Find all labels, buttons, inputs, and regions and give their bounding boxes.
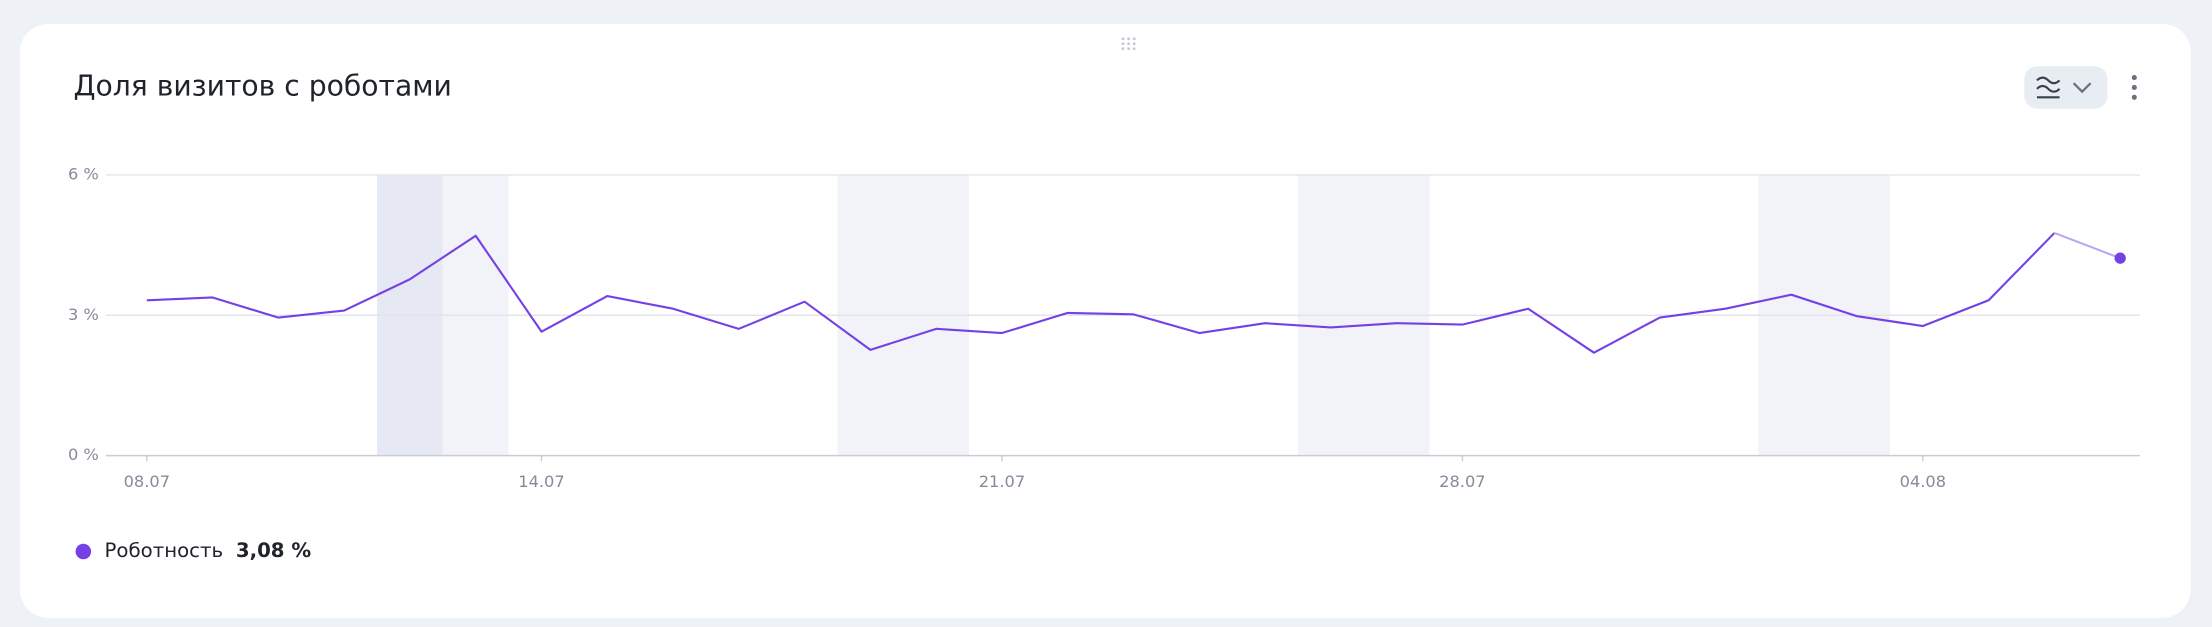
x-tick-label: 28.07 <box>1439 472 1485 491</box>
card <box>19 23 2191 618</box>
x-tick-label: 04.08 <box>1900 472 1946 491</box>
x-tick-label: 21.07 <box>979 472 1025 491</box>
legend-swatch <box>75 543 92 560</box>
more-menu[interactable] <box>2131 75 2137 100</box>
drag-handle[interactable] <box>1121 37 1136 51</box>
chart-title: Доля визитов с роботами <box>73 69 451 102</box>
y-tick-label: 0 % <box>68 445 99 464</box>
x-tick-label: 14.07 <box>518 472 564 491</box>
series-line <box>146 232 2056 354</box>
x-tick-label: 08.07 <box>124 472 170 491</box>
legend-summary: 3,08 % <box>236 539 312 562</box>
chart-type-button[interactable] <box>2024 66 2108 109</box>
y-tick-label: 3 % <box>68 305 99 324</box>
legend-label: Роботность <box>104 539 223 562</box>
last-point <box>2114 252 2126 264</box>
y-tick-label: 6 % <box>68 164 99 183</box>
series-line-partial <box>2054 231 2121 260</box>
